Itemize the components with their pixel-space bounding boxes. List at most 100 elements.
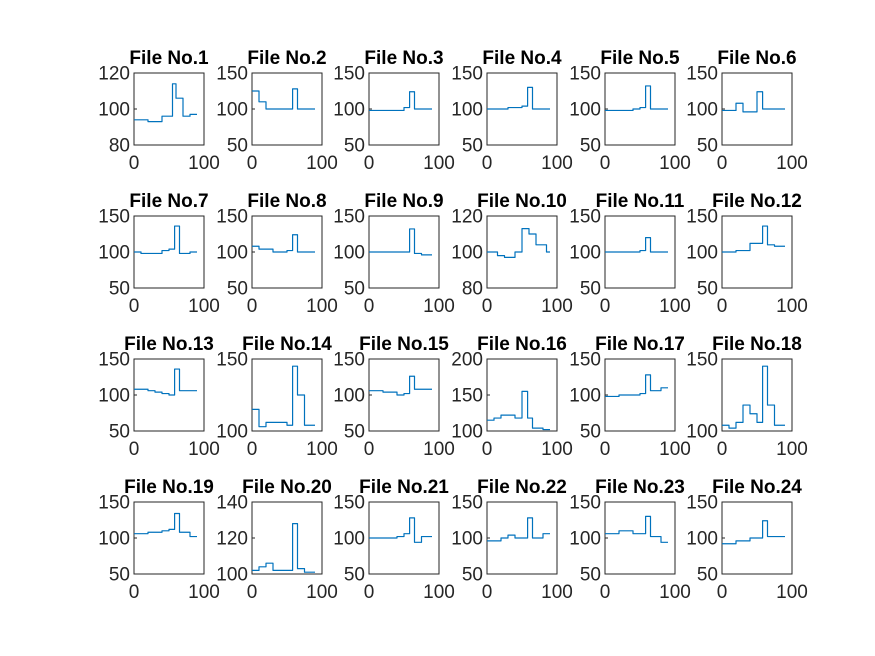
series-line [605,85,668,112]
series-line [369,228,432,256]
y-tick-label: 50 [344,422,365,443]
x-tick-label: 0 [247,153,258,174]
y-tick-label: 200 [451,350,483,371]
axes-box [251,501,323,575]
series-line [605,374,668,398]
y-tick-label: 100 [686,422,718,443]
y-tick-label: 50 [580,279,601,300]
subplot-title: File No.7 [129,191,208,212]
y-tick-label: 100 [216,100,248,121]
subplot-12: 50 100 150 0 100 File No.12 [686,191,808,317]
y-tick-label: 150 [333,493,365,514]
y-tick-label: 100 [451,422,483,443]
y-tick-label: 150 [216,207,248,228]
y-tick-label: 50 [109,565,130,586]
y-tick-label: 150 [686,350,718,371]
series-line [252,88,315,110]
subplot-5: 50 100 150 0 100 File No.5 [569,48,691,174]
subplot-title: File No.14 [242,334,332,355]
subplot-title: File No.24 [712,477,802,498]
x-tick-label: 100 [659,296,691,317]
series-line [722,91,785,113]
subplot-title: File No.2 [247,48,326,69]
x-tick-label: 100 [423,153,455,174]
x-tick-label: 0 [600,153,611,174]
subplot-21: 50 100 150 0 100 File No.21 [333,477,455,603]
y-tick-label: 150 [569,207,601,228]
subplot-title: File No.4 [482,48,562,69]
subplot-title: File No.23 [595,477,685,498]
series-line [487,390,550,431]
x-tick-label: 100 [659,153,691,174]
series-line [134,368,197,396]
x-tick-label: 0 [482,582,493,603]
axes-box [251,358,323,432]
y-tick-label: 100 [333,386,365,407]
x-tick-label: 0 [129,153,140,174]
y-tick-label: 100 [451,529,483,550]
subplot-title: File No.15 [359,334,449,355]
x-tick-label: 0 [364,439,375,460]
axes-box [604,501,676,575]
y-tick-label: 150 [98,350,130,371]
subplot-title: File No.11 [596,191,685,212]
subplot-3: 50 100 150 0 100 File No.3 [333,48,455,174]
subplot-title: File No.19 [124,477,214,498]
x-tick-label: 0 [717,439,728,460]
y-tick-label: 100 [333,243,365,264]
x-tick-label: 0 [129,439,140,460]
y-tick-label: 150 [569,64,601,85]
x-tick-label: 100 [776,582,808,603]
x-tick-label: 100 [541,153,573,174]
y-tick-label: 150 [98,493,130,514]
x-tick-label: 0 [364,296,375,317]
y-tick-label: 120 [451,207,483,228]
y-tick-label: 150 [686,493,718,514]
y-tick-label: 100 [216,243,248,264]
x-tick-label: 100 [776,439,808,460]
y-tick-label: 100 [569,243,601,264]
series-line [252,522,315,573]
series-line [722,225,785,253]
y-tick-label: 150 [333,64,365,85]
subplot-title: File No.9 [364,191,443,212]
x-tick-label: 0 [129,582,140,603]
y-tick-label: 100 [686,529,718,550]
x-tick-label: 100 [188,296,220,317]
y-tick-label: 120 [216,529,248,550]
y-tick-label: 100 [216,422,248,443]
subplot-23: 50 100 150 0 100 File No.23 [569,477,691,603]
y-tick-label: 100 [569,100,601,121]
axes-box [133,72,205,146]
series-line [369,517,432,543]
y-tick-label: 150 [451,493,483,514]
x-tick-label: 0 [717,296,728,317]
subplot-22: 50 100 150 0 100 File No.22 [451,477,573,603]
x-tick-label: 100 [306,439,338,460]
y-tick-label: 150 [216,350,248,371]
subplot-title: File No.6 [717,48,796,69]
y-tick-label: 50 [227,279,248,300]
x-tick-label: 0 [247,582,258,603]
series-line [134,512,197,538]
subplot-19: 50 100 150 0 100 File No.19 [98,477,220,603]
subplot-4: 50 100 150 0 100 File No.4 [451,48,573,174]
y-tick-label: 150 [216,64,248,85]
subplot-17: 50 100 150 0 100 File No.17 [569,334,691,460]
y-tick-label: 100 [451,243,483,264]
subplot-title: File No.22 [477,477,567,498]
x-tick-label: 100 [541,439,573,460]
series-line [134,83,197,123]
x-tick-label: 100 [541,296,573,317]
subplot-6: 50 100 150 0 100 File No.6 [686,48,808,174]
x-tick-label: 0 [600,582,611,603]
series-line [369,375,432,396]
y-tick-label: 150 [569,350,601,371]
x-tick-label: 0 [600,439,611,460]
series-line [252,234,315,253]
subplot-title: File No.8 [247,191,326,212]
y-tick-label: 150 [569,493,601,514]
y-tick-label: 50 [580,565,601,586]
y-tick-label: 100 [216,565,248,586]
series-line [487,228,550,258]
